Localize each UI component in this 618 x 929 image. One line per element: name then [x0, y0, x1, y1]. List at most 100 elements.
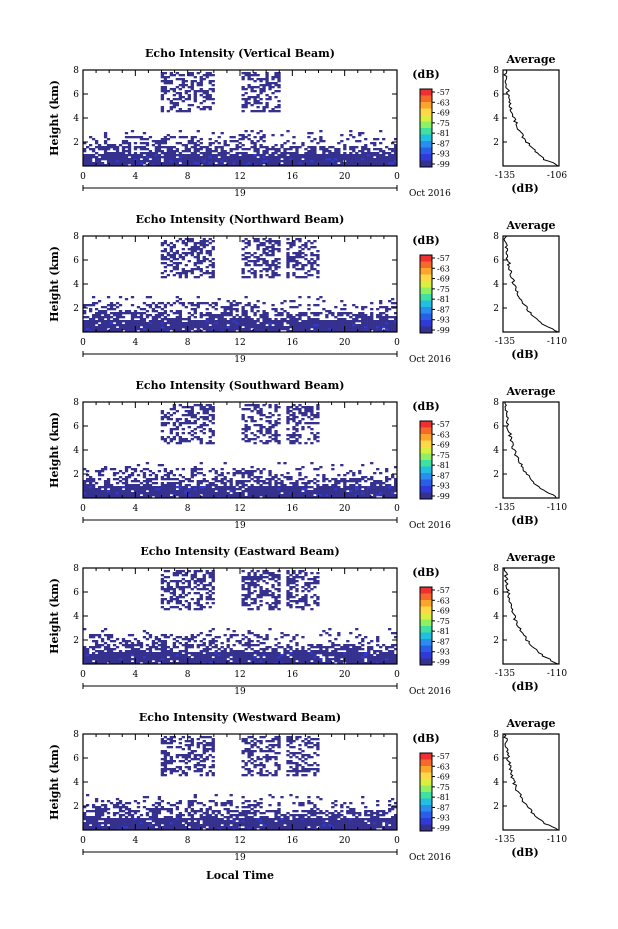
heatmap-cell [277, 422, 281, 425]
heatmap-cell [214, 328, 218, 331]
heatmap-cell [268, 426, 272, 429]
heatmap-cell [256, 468, 260, 471]
heatmap-cell [355, 162, 359, 165]
heatmap-cell [109, 496, 114, 499]
heatmap-cell [346, 486, 350, 489]
heatmap-cell [151, 472, 156, 475]
heatmap-cell [313, 260, 317, 263]
heatmap-cell [175, 300, 179, 303]
heatmap-cell [142, 312, 147, 315]
heatmap-cell [157, 490, 162, 493]
heatmap-cell [304, 482, 308, 485]
heatmap-cell [271, 438, 275, 441]
heatmap-cell [268, 494, 272, 497]
heatmap-cell [343, 480, 347, 483]
heatmap-cell [154, 488, 159, 491]
profile-x-tick-label: -110 [547, 503, 567, 513]
heatmap-cell [289, 318, 293, 321]
heatmap-cell [295, 262, 299, 265]
heatmap-cell [178, 586, 182, 589]
heatmap-cell [334, 490, 338, 493]
heatmap-cell [103, 154, 108, 157]
heatmap-cell [268, 436, 272, 439]
heatmap-cell [289, 490, 293, 493]
heatmap-cell [100, 158, 105, 161]
heatmap-cell [220, 158, 224, 161]
heatmap-cell [208, 484, 212, 487]
heatmap-cell [394, 488, 398, 491]
heatmap-cell [160, 640, 165, 643]
heatmap-cell [286, 252, 290, 255]
heatmap-cell [310, 312, 314, 315]
heatmap-cell [388, 322, 392, 325]
heatmap-cell [268, 84, 272, 87]
heatmap-cell [385, 480, 389, 483]
heatmap-cell [307, 438, 311, 441]
heatmap-cell [274, 164, 278, 167]
heatmap-cell [247, 438, 251, 441]
heatmap-cell [247, 476, 251, 479]
heatmap-cell [376, 138, 380, 141]
heatmap-cell [286, 472, 290, 475]
heatmap-cell [361, 464, 365, 467]
heatmap-cell [127, 320, 132, 323]
heatmap-cell [316, 490, 320, 493]
heatmap-cell [202, 240, 206, 243]
heatmap-cell [259, 162, 263, 165]
heatmap-cell [250, 158, 254, 161]
heatmap-cell [268, 490, 272, 493]
heatmap-cell [112, 486, 117, 489]
heatmap-cell [256, 264, 260, 267]
heatmap-cell [286, 418, 290, 421]
heatmap-cell [211, 132, 215, 135]
heatmap-cell [196, 656, 200, 659]
heatmap-cell [298, 492, 302, 495]
heatmap-cell [280, 156, 284, 159]
heatmap-cell [343, 158, 347, 161]
heatmap-cell [136, 486, 141, 489]
heatmap-cell [301, 156, 305, 159]
heatmap-cell [253, 328, 257, 331]
heatmap-cell [196, 144, 200, 147]
heatmap-cell [166, 570, 171, 573]
heatmap-cell [391, 474, 395, 477]
heatmap-cell [241, 106, 245, 109]
heatmap-cell [295, 406, 299, 409]
heatmap-cell [349, 154, 353, 157]
heatmap-cell [283, 152, 287, 155]
heatmap-cell [160, 496, 165, 499]
heatmap-cell [298, 256, 302, 259]
heatmap-cell [304, 406, 308, 409]
heatmap-cell [337, 322, 341, 325]
heatmap-cell [394, 484, 398, 487]
heatmap-cell [211, 496, 215, 499]
heatmap-cell [274, 242, 278, 245]
heatmap-cell [217, 488, 221, 491]
heatmap-cell [286, 412, 290, 415]
heatmap-cell [202, 258, 206, 261]
heatmap-cell [298, 474, 302, 477]
heatmap-cell [178, 654, 182, 657]
heatmap-cell [259, 330, 263, 333]
heatmap-cell [121, 638, 126, 641]
heatmap-cell [196, 496, 200, 499]
heatmap-cell [253, 148, 257, 151]
heatmap-cell [157, 326, 162, 329]
heatmap-cell [295, 496, 299, 499]
heatmap-cell [199, 578, 203, 581]
heatmap-cell [295, 480, 299, 483]
heatmap-cell [337, 480, 341, 483]
heatmap-cell [361, 318, 365, 321]
heatmap-cell [175, 478, 179, 481]
heatmap-cell [175, 442, 179, 445]
heatmap-cell [232, 494, 236, 497]
heatmap-cell [91, 654, 96, 657]
heatmap-cell [106, 660, 111, 663]
heatmap-cell [259, 484, 263, 487]
heatmap-cell [256, 86, 260, 89]
heatmap-cell [196, 598, 200, 601]
heatmap-cell [247, 98, 251, 101]
heatmap-cell [373, 138, 377, 141]
heatmap-cell [202, 478, 206, 481]
heatmap-cell [343, 148, 347, 151]
